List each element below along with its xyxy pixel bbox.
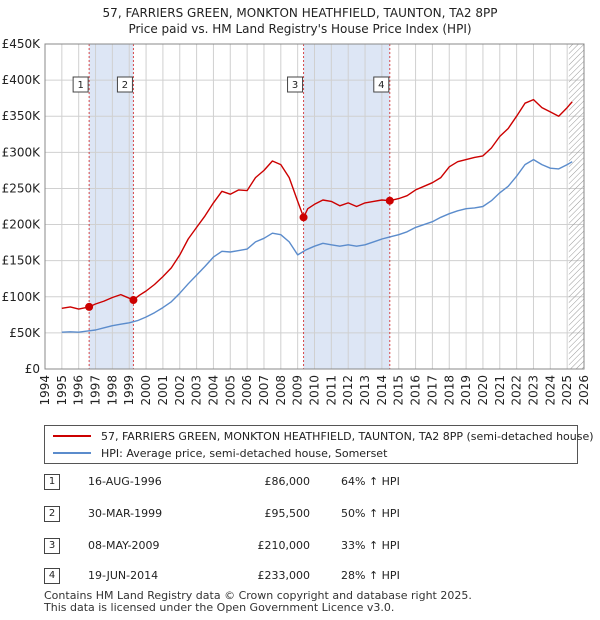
sale-date: 08-MAY-2009 [88, 539, 160, 552]
plot-frame [44, 43, 585, 370]
x-tick-label: 2016 [409, 375, 423, 406]
sale-number-label: 3 [292, 80, 298, 91]
y-tick-label: £350K [2, 109, 42, 123]
x-tick-label: 1996 [72, 375, 86, 406]
y-tick-label: £150K [2, 254, 42, 268]
footer: Contains HM Land Registry data © Crown c… [44, 590, 472, 614]
shaded-range [303, 44, 390, 369]
sale-number-label: 4 [378, 80, 384, 91]
chart-title-line2: Price paid vs. HM Land Registry's House … [128, 22, 472, 36]
y-tick-label: £200K [2, 218, 42, 232]
sale-marker-point [85, 302, 94, 311]
price-chart: 1 2 3 4 £0 £50K £100K £150K £200K £250K £300K £350… [2, 37, 591, 406]
sale-number-box [287, 76, 304, 93]
sale-price: £210,000 [257, 539, 311, 552]
sale-number-badge: 3 [44, 538, 60, 554]
footer-licence: This data is licensed under the Open Gov… [44, 601, 395, 614]
x-tick-label: 2007 [257, 375, 271, 406]
sale-number-badge: 1 [44, 474, 60, 490]
legend-item-property: 57, FARRIERS GREEN, MONKTON HEATHFIELD, … [53, 428, 594, 444]
y-tick-label: £100K [2, 290, 42, 304]
x-tick-label: 1995 [55, 375, 69, 406]
x-tick-label: 2020 [476, 375, 490, 406]
sale-number-badge: 4 [44, 568, 60, 584]
x-tick-label: 2011 [324, 375, 338, 406]
sale-number-label: 2 [122, 80, 128, 91]
x-tick-label: 2000 [139, 375, 153, 406]
sale-date: 16-AUG-1996 [88, 475, 162, 488]
x-tick-label: 2005 [223, 375, 237, 406]
chart-title-line1: 57, FARRIERS GREEN, MONKTON HEATHFIELD, … [102, 6, 498, 20]
sale-row: 3 08-MAY-2009 £210,000 33% ↑ HPI [44, 538, 584, 556]
legend: 57, FARRIERS GREEN, MONKTON HEATHFIELD, … [44, 425, 594, 464]
x-tick-label: 2014 [375, 375, 389, 406]
legend-label-hpi: HPI: Average price, semi-detached house,… [101, 446, 388, 460]
x-tick-label: 1998 [105, 375, 119, 406]
sale-marker-point [299, 213, 308, 222]
legend-line-property [53, 435, 91, 437]
legend-label-property: 57, FARRIERS GREEN, MONKTON HEATHFIELD, … [101, 429, 594, 443]
x-tick-label: 2006 [240, 375, 254, 406]
sale-hpi-change: 64% ↑ HPI [341, 475, 400, 488]
footer-copyright: Contains HM Land Registry data © Crown c… [44, 589, 472, 602]
x-tick-label: 2018 [442, 375, 456, 406]
sale-number-box [72, 76, 89, 93]
x-tick-label: 2001 [156, 375, 170, 406]
x-tick-label: 2003 [190, 375, 204, 406]
x-tick-label: 2019 [459, 375, 473, 406]
x-tick-label: 1999 [122, 375, 136, 406]
y-tick-label: £400K [2, 73, 42, 87]
x-tick-label: 2017 [425, 375, 439, 406]
sale-row: 1 16-AUG-1996 £86,000 64% ↑ HPI [44, 474, 584, 492]
sale-number-label: 1 [77, 80, 83, 91]
x-tick-label: 2009 [291, 375, 305, 406]
x-tick-label: 2004 [206, 375, 220, 406]
sale-price: £86,000 [264, 475, 311, 488]
legend-line-hpi [53, 452, 91, 454]
y-tick-label: £250K [2, 181, 42, 195]
future-hatch-region [568, 44, 584, 369]
sale-number-badge: 2 [44, 506, 60, 522]
property-series-line [61, 98, 573, 310]
x-tick-label: 2010 [308, 375, 322, 406]
sale-row: 4 19-JUN-2014 £233,000 28% ↑ HPI [44, 568, 584, 586]
x-tick-label: 2012 [341, 375, 355, 406]
legend-item-hpi: HPI: Average price, semi-detached house,… [53, 445, 387, 461]
x-tick-label: 2026 [577, 375, 591, 406]
y-tick-label: £0 [25, 362, 40, 376]
y-tick-label: £300K [2, 145, 42, 159]
sale-price: £233,000 [257, 569, 311, 582]
sale-hpi-change: 28% ↑ HPI [341, 569, 400, 582]
x-tick-label: 2021 [493, 375, 507, 406]
sale-number-box [116, 76, 133, 93]
x-tick-label: 2024 [543, 375, 557, 406]
x-tick-label: 2008 [274, 375, 288, 406]
x-tick-label: 2015 [392, 375, 406, 406]
x-tick-label: 1997 [89, 375, 103, 406]
x-tick-label: 2022 [510, 375, 524, 406]
hpi-series-line [61, 158, 573, 333]
x-tick-label: 2025 [560, 375, 574, 406]
shaded-range [89, 44, 134, 369]
x-tick-label: 2013 [358, 375, 372, 406]
y-tick-label: £50K [9, 326, 41, 340]
y-tick-label: £450K [2, 37, 42, 51]
sale-date: 30-MAR-1999 [88, 507, 163, 520]
sale-date: 19-JUN-2014 [88, 569, 159, 582]
x-tick-label: 2002 [173, 375, 187, 406]
sale-marker-point [129, 296, 138, 305]
sale-marker-point [385, 196, 394, 205]
sale-row: 2 30-MAR-1999 £95,500 50% ↑ HPI [44, 506, 584, 524]
sale-price: £95,500 [264, 507, 311, 520]
x-tick-label: 2023 [526, 375, 540, 406]
x-tick-label: 1994 [38, 375, 52, 406]
sale-hpi-change: 50% ↑ HPI [341, 507, 400, 520]
sale-hpi-change: 33% ↑ HPI [341, 539, 400, 552]
sale-number-box [373, 76, 390, 93]
